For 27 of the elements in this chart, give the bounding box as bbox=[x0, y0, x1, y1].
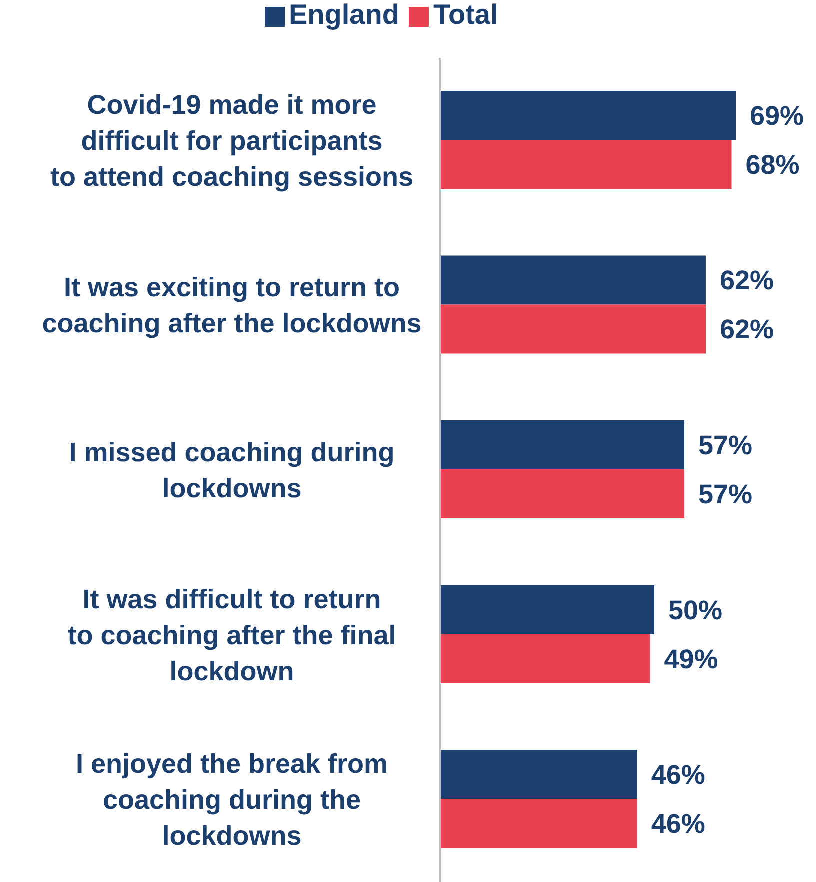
bar bbox=[440, 470, 685, 519]
y-tick-label: I missed coaching during lockdowns bbox=[69, 437, 395, 504]
bar bbox=[440, 585, 654, 634]
y-tick-label: It was exciting to return to coaching after the lockdowns bbox=[42, 272, 422, 339]
bar bbox=[440, 799, 638, 848]
data-label: 62% bbox=[720, 266, 774, 296]
data-label: 57% bbox=[698, 480, 753, 510]
data-label: 46% bbox=[651, 809, 706, 840]
bar bbox=[440, 420, 685, 470]
bar bbox=[440, 304, 706, 354]
data-label: 50% bbox=[668, 595, 723, 626]
data-label: 69% bbox=[750, 100, 804, 131]
y-tick-label: It was difficult to return to coaching after the final lockdown bbox=[68, 584, 396, 686]
data-label: 49% bbox=[664, 644, 718, 674]
data-label: 46% bbox=[651, 760, 706, 790]
bar bbox=[440, 750, 638, 800]
legend-label: England bbox=[289, 0, 400, 30]
bar bbox=[440, 256, 706, 305]
y-tick-label: I enjoyed the break from coaching during the lockdowns bbox=[76, 749, 388, 852]
data-label: 68% bbox=[746, 150, 800, 180]
bar bbox=[440, 90, 736, 140]
bar bbox=[440, 634, 650, 684]
legend-label: Total bbox=[433, 0, 498, 30]
data-label: 57% bbox=[698, 430, 753, 461]
y-tick-label: Covid-19 made it more difficult for participants to attend coaching sessions bbox=[50, 90, 414, 192]
bar bbox=[440, 140, 732, 189]
data-label: 62% bbox=[720, 314, 774, 345]
